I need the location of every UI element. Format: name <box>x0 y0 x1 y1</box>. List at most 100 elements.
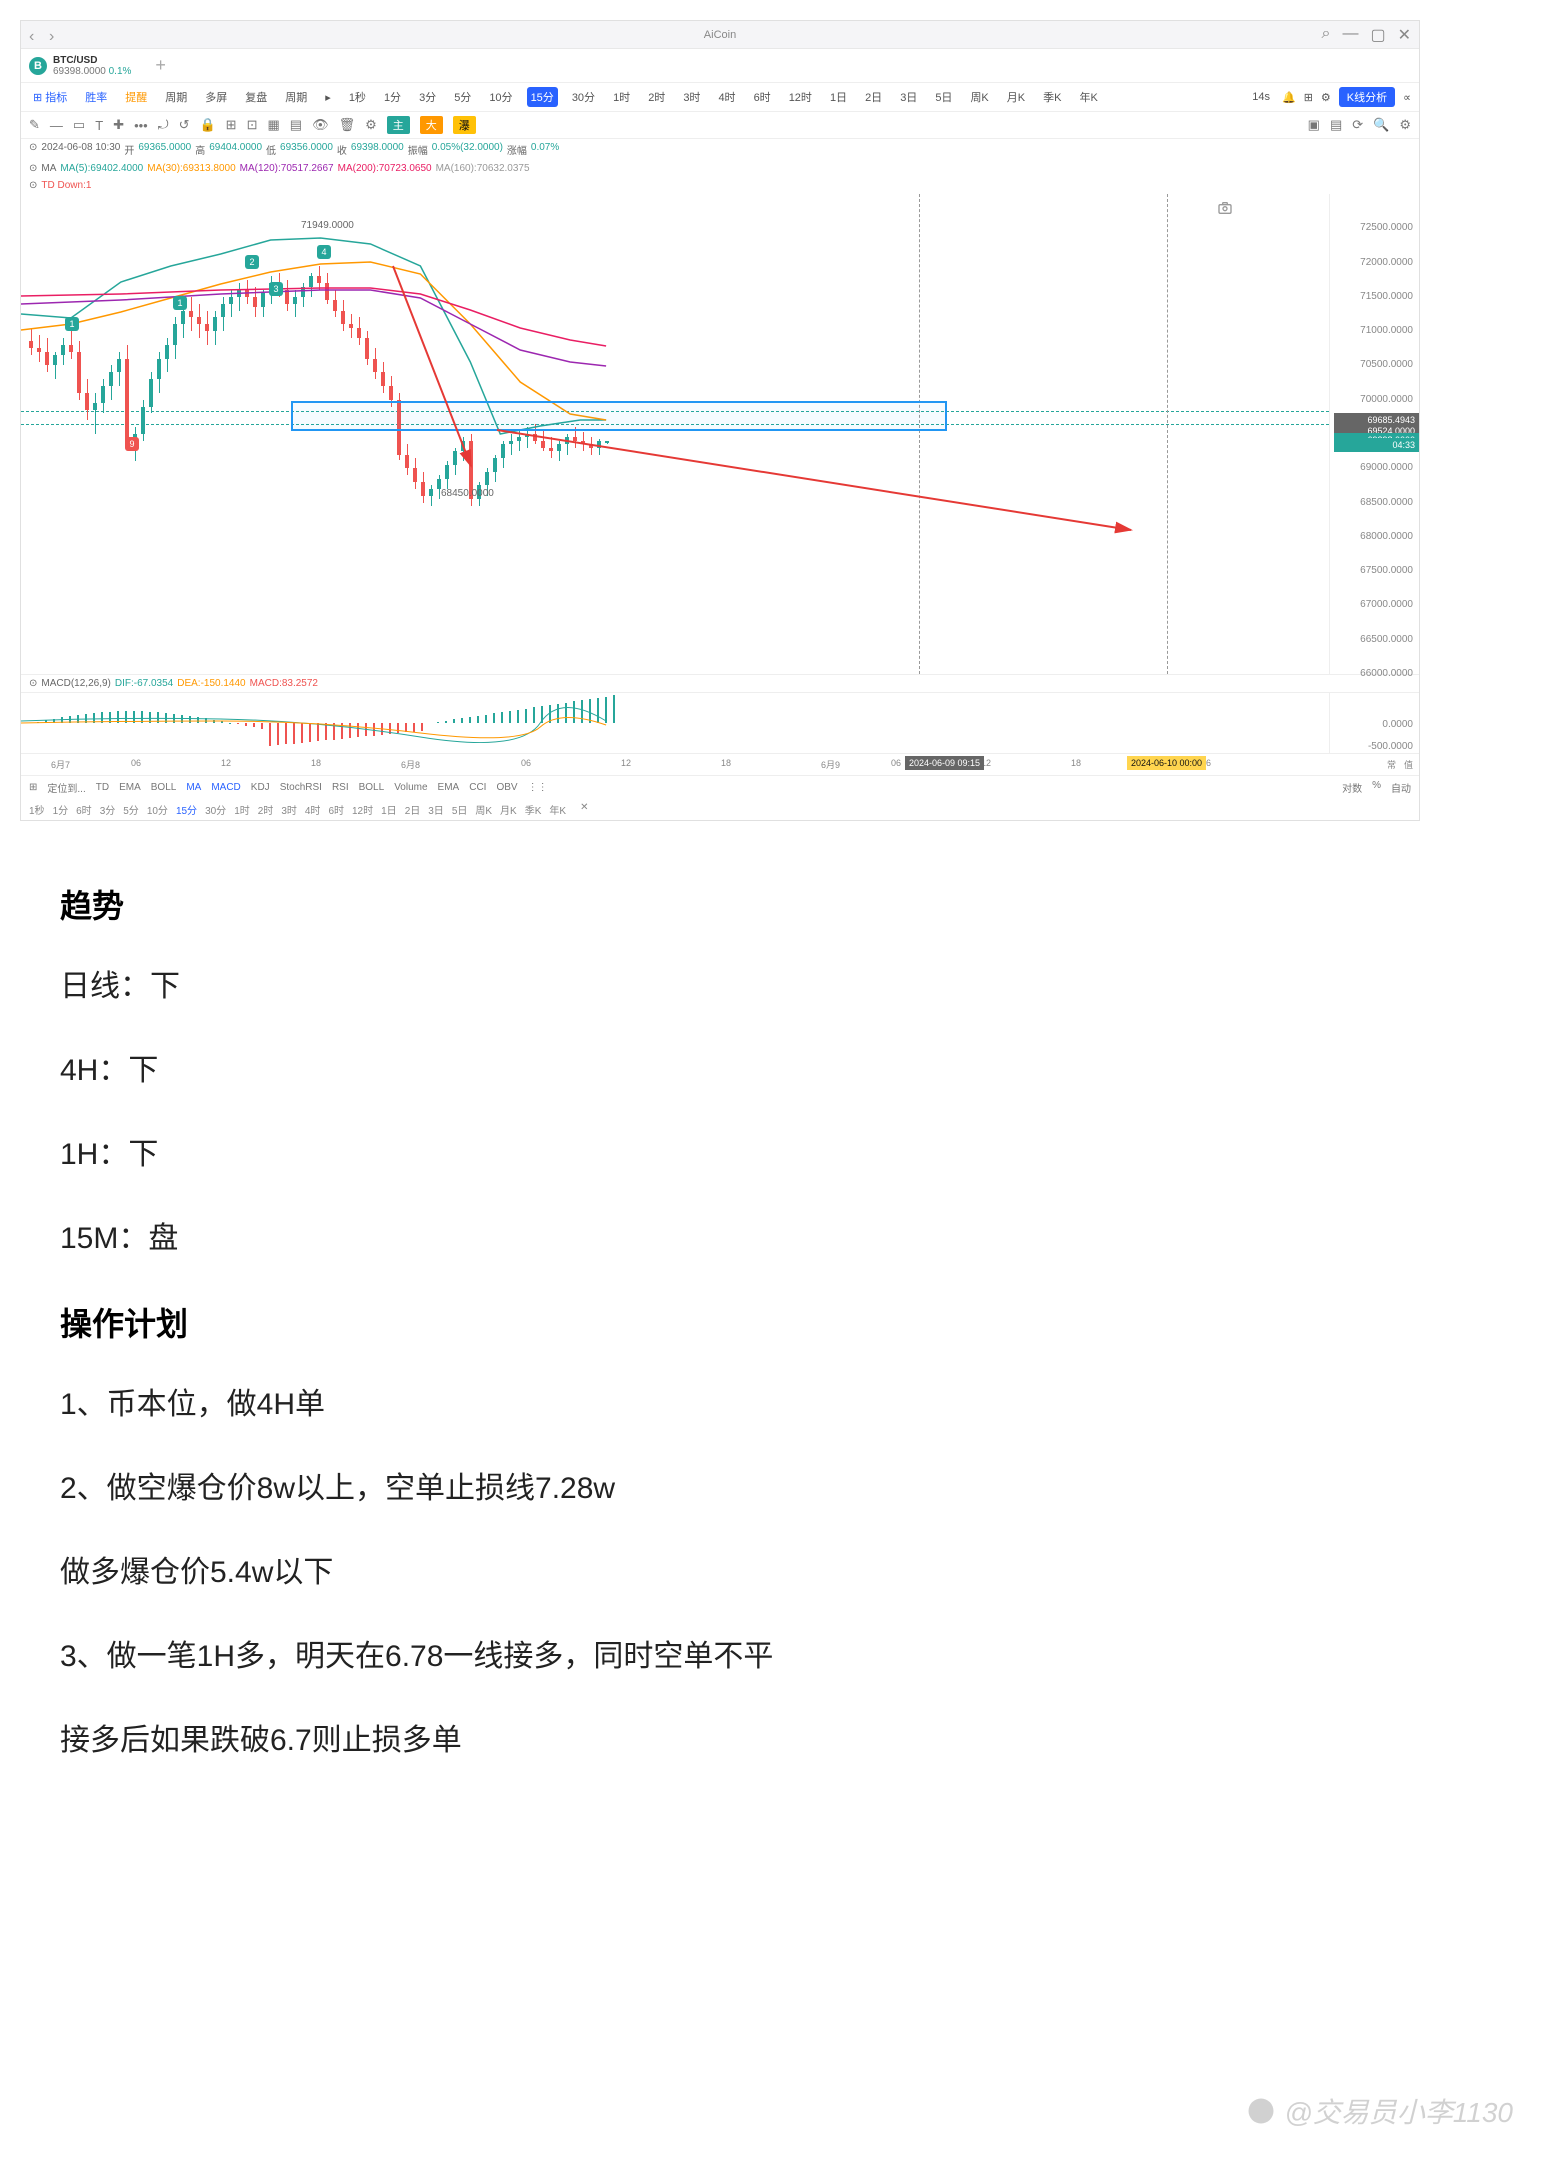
btf-2日[interactable]: 2日 <box>405 802 421 817</box>
indicator-BOLL[interactable]: BOLL <box>359 782 385 793</box>
add-tab-button[interactable]: + <box>155 55 166 76</box>
btf-10分[interactable]: 10分 <box>147 802 168 817</box>
draw-tool-13[interactable]: 👁 <box>312 117 329 133</box>
indicator-EMA[interactable]: EMA <box>119 782 141 793</box>
indicator-EMA[interactable]: EMA <box>438 782 460 793</box>
settings-icon[interactable]: ⚙ <box>1321 91 1331 104</box>
minimize-icon[interactable]: — <box>1342 25 1358 45</box>
btf-1秒[interactable]: 1秒 <box>29 802 45 817</box>
size-pill-b[interactable]: 大 <box>420 116 443 134</box>
tf-季K[interactable]: 季K <box>1039 87 1065 107</box>
indicator-Volume[interactable]: Volume <box>394 782 427 793</box>
maximize-icon[interactable]: ▢ <box>1370 25 1385 45</box>
tf-2时[interactable]: 2时 <box>644 87 669 107</box>
macd-chart[interactable]: 0.0000 -500.0000 <box>21 692 1419 753</box>
grid-icon[interactable]: ⊞ <box>1304 91 1313 104</box>
draw-tool-8[interactable]: 🔒 <box>199 117 215 133</box>
btf-1分[interactable]: 1分 <box>53 802 69 817</box>
tab-复盘[interactable]: 复盘 <box>241 87 271 107</box>
draw-tool-14[interactable]: 🗑 <box>339 117 356 133</box>
chevron-left-icon[interactable]: ‹ <box>29 28 43 42</box>
tf-10分[interactable]: 10分 <box>485 87 516 107</box>
draw-tool-3[interactable]: T <box>95 118 103 133</box>
btf-6时[interactable]: 6时 <box>76 802 92 817</box>
draw-right-1[interactable]: ▤ <box>1330 117 1342 133</box>
draw-tool-10[interactable]: ⊡ <box>247 117 258 133</box>
tf-15分[interactable]: 15分 <box>527 87 558 107</box>
draw-right-0[interactable]: ▣ <box>1308 117 1320 133</box>
chevron-right-icon[interactable]: › <box>49 28 63 42</box>
btf-月K[interactable]: 月K <box>500 802 517 817</box>
search-icon[interactable]: ⌕ <box>1322 25 1331 45</box>
draw-tool-2[interactable]: ▭ <box>73 117 85 133</box>
btf-15分[interactable]: 15分 <box>176 802 197 817</box>
tf-3日[interactable]: 3日 <box>896 87 921 107</box>
tf-月K[interactable]: 月K <box>1003 87 1029 107</box>
draw-right-3[interactable]: 🔍 <box>1373 117 1389 133</box>
tab-多屏[interactable]: 多屏 <box>201 87 231 107</box>
btf-3时[interactable]: 3时 <box>281 802 297 817</box>
tf-5分[interactable]: 5分 <box>450 87 475 107</box>
close-icon[interactable]: ✕ <box>1398 25 1411 45</box>
draw-tool-11[interactable]: ▦ <box>267 117 279 133</box>
tf-1秒[interactable]: 1秒 <box>345 87 370 107</box>
draw-tool-9[interactable]: ⊞ <box>226 117 237 133</box>
tf-30分[interactable]: 30分 <box>568 87 599 107</box>
indicator-TD[interactable]: TD <box>96 782 109 793</box>
tf-周K[interactable]: 周K <box>966 87 992 107</box>
tf-1时[interactable]: 1时 <box>609 87 634 107</box>
btf-6时[interactable]: 6时 <box>328 802 344 817</box>
draw-tool-6[interactable]: ⤾ <box>158 117 169 133</box>
camera-icon[interactable] <box>1217 200 1233 216</box>
tf-3时[interactable]: 3时 <box>679 87 704 107</box>
size-pill-c[interactable]: 瀑 <box>453 116 476 134</box>
indicator-CCI[interactable]: CCI <box>469 782 486 793</box>
draw-tool-15[interactable]: ⚙ <box>365 117 377 133</box>
btf-2时[interactable]: 2时 <box>258 802 274 817</box>
tf-2日[interactable]: 2日 <box>861 87 886 107</box>
indicator-BOLL[interactable]: BOLL <box>151 782 177 793</box>
size-pill-a[interactable]: 主 <box>387 116 410 134</box>
indicator-MA[interactable]: MA <box>186 782 201 793</box>
tf-3分[interactable]: 3分 <box>415 87 440 107</box>
btf-3分[interactable]: 3分 <box>100 802 116 817</box>
tab-周期[interactable]: 周期 <box>281 87 311 107</box>
draw-tool-4[interactable]: ✚ <box>113 117 124 133</box>
alert-icon[interactable]: 🔔 <box>1282 91 1296 104</box>
draw-tool-5[interactable]: ••• <box>134 118 148 133</box>
draw-right-2[interactable]: ⟳ <box>1352 117 1363 133</box>
tf-6时[interactable]: 6时 <box>750 87 775 107</box>
kline-analysis-button[interactable]: K线分析 <box>1339 87 1395 107</box>
price-chart[interactable]: 71949.000068450.0000191234 <box>21 194 1329 674</box>
btf-12时[interactable]: 12时 <box>352 802 373 817</box>
tab-提醒[interactable]: 提醒 <box>121 87 151 107</box>
draw-tool-12[interactable]: ▤ <box>290 117 302 133</box>
share-icon[interactable]: ∝ <box>1403 91 1411 104</box>
indicator-RSI[interactable]: RSI <box>332 782 349 793</box>
indicator-OBV[interactable]: OBV <box>496 782 517 793</box>
tab-胜率[interactable]: 胜率 <box>81 87 111 107</box>
tf-5日[interactable]: 5日 <box>931 87 956 107</box>
draw-tool-7[interactable]: ↺ <box>179 117 190 133</box>
btf-3日[interactable]: 3日 <box>428 802 444 817</box>
draw-tool-1[interactable]: — <box>50 118 63 133</box>
btf-1日[interactable]: 1日 <box>381 802 397 817</box>
tab-周期[interactable]: 周期 <box>161 87 191 107</box>
locate-button[interactable]: 定位到... <box>47 780 85 795</box>
draw-right-4[interactable]: ⚙ <box>1399 117 1411 133</box>
btf-1时[interactable]: 1时 <box>234 802 250 817</box>
btf-4时[interactable]: 4时 <box>305 802 321 817</box>
draw-tool-0[interactable]: ✎ <box>29 117 40 133</box>
tf-年K[interactable]: 年K <box>1075 87 1101 107</box>
btf-周K[interactable]: 周K <box>475 802 492 817</box>
tf-1分[interactable]: 1分 <box>380 87 405 107</box>
btf-季K[interactable]: 季K <box>525 802 542 817</box>
indicator-KDJ[interactable]: KDJ <box>251 782 270 793</box>
tf-4时[interactable]: 4时 <box>714 87 739 107</box>
btf-30分[interactable]: 30分 <box>205 802 226 817</box>
btf-5日[interactable]: 5日 <box>452 802 468 817</box>
symbol-tab[interactable]: BTC/USD 69398.0000 0.1% <box>53 55 131 77</box>
btf-年K[interactable]: 年K <box>549 802 566 817</box>
tf-12时[interactable]: 12时 <box>785 87 816 107</box>
indicator-StochRSI[interactable]: StochRSI <box>280 782 322 793</box>
